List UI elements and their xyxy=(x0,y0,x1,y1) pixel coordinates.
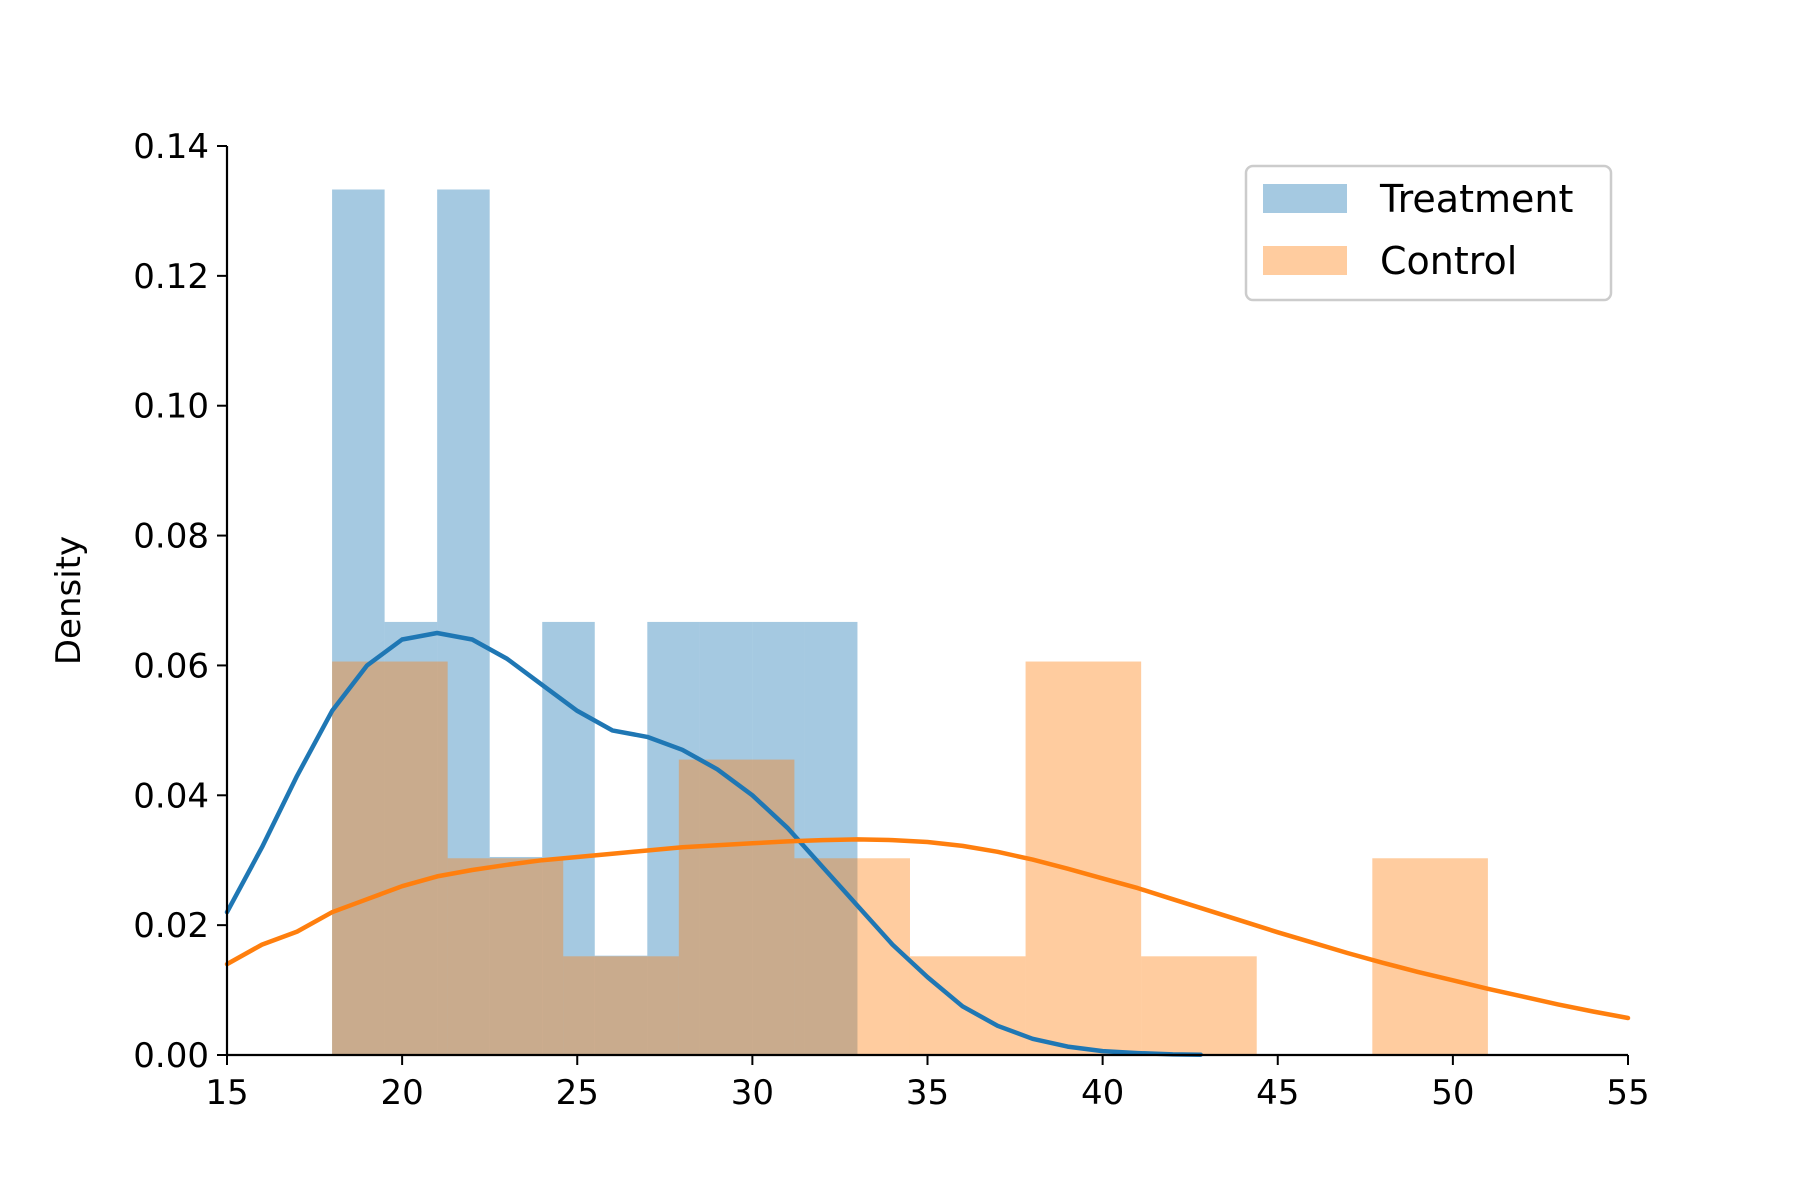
control-histogram xyxy=(332,661,1488,1055)
control-bar xyxy=(1141,956,1257,1055)
control-bar xyxy=(563,956,679,1055)
x-tick-label: 40 xyxy=(1081,1073,1124,1113)
y-tick-label: 0.06 xyxy=(133,646,209,686)
legend-label-control: Control xyxy=(1380,239,1517,283)
x-tick-label: 45 xyxy=(1256,1073,1299,1113)
y-tick-label: 0.02 xyxy=(133,906,209,946)
treatment-bar xyxy=(384,621,438,1055)
legend-swatch-treatment xyxy=(1263,184,1347,213)
y-tick-label: 0.00 xyxy=(133,1036,209,1076)
x-tick-label: 25 xyxy=(556,1073,599,1113)
control-kde-line xyxy=(224,837,1631,1021)
control-bar xyxy=(1372,858,1488,1055)
control-bar xyxy=(447,858,564,1055)
y-axis-label: Density xyxy=(49,536,89,665)
x-axis-ticks: 15 20 25 30 35 40 45 50 55 xyxy=(205,1055,1650,1113)
y-tick-label: 0.04 xyxy=(133,776,209,816)
legend: Treatment Control xyxy=(1244,164,1613,302)
treatment-histogram xyxy=(332,189,858,1055)
treatment-bar xyxy=(489,856,543,1055)
treatment-bar xyxy=(594,955,648,1055)
x-tick-label: 20 xyxy=(380,1073,423,1113)
y-axis-ticks: 0.00 0.02 0.04 0.06 0.08 0.10 0.12 0.14 xyxy=(133,127,227,1076)
x-tick-label: 35 xyxy=(906,1073,949,1113)
control-bar xyxy=(909,956,1026,1055)
legend-swatch-control xyxy=(1263,246,1347,275)
control-bar xyxy=(1025,661,1142,1055)
y-tick-label: 0.10 xyxy=(133,387,209,427)
control-bar xyxy=(794,858,910,1055)
x-tick-label: 30 xyxy=(731,1073,774,1113)
x-tick-label: 55 xyxy=(1606,1073,1649,1113)
x-tick-label: 50 xyxy=(1431,1073,1474,1113)
y-tick-label: 0.08 xyxy=(133,517,209,557)
treatment-bar xyxy=(647,621,700,1055)
x-tick-label: 15 xyxy=(205,1073,248,1113)
treatment-bar xyxy=(437,189,490,1055)
y-tick-label: 0.14 xyxy=(133,127,209,167)
legend-frame xyxy=(1244,164,1613,302)
treatment-kde-line xyxy=(224,630,1203,1057)
y-tick-label: 0.12 xyxy=(133,257,209,297)
control-bar xyxy=(332,661,448,1055)
legend-label-treatment: Treatment xyxy=(1379,177,1573,221)
treatment-bar xyxy=(699,621,753,1055)
control-bar xyxy=(678,759,795,1055)
